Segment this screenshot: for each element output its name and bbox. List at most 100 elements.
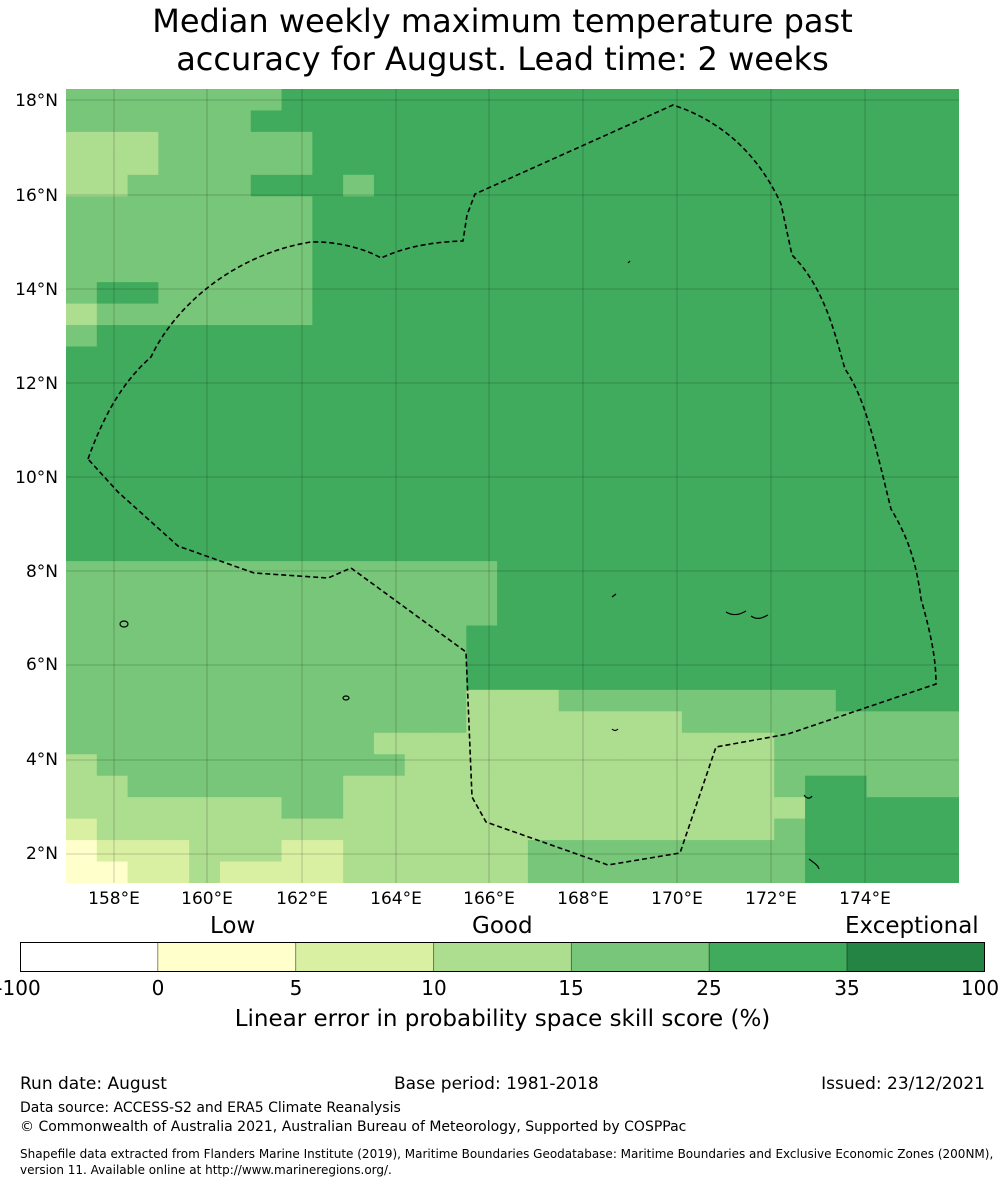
grid-cell bbox=[835, 432, 868, 455]
grid-cell bbox=[589, 711, 621, 734]
grid-cell bbox=[743, 582, 775, 605]
grid-cell bbox=[651, 561, 683, 584]
grid-cell bbox=[589, 432, 621, 455]
grid-cell bbox=[651, 646, 683, 670]
grid-cell bbox=[712, 410, 745, 433]
grid-cell bbox=[805, 432, 837, 455]
grid-cell bbox=[928, 711, 959, 734]
grid-cell bbox=[281, 518, 313, 541]
grid-cell bbox=[466, 496, 498, 519]
grid-cell bbox=[281, 110, 313, 133]
grid-cell bbox=[312, 561, 344, 584]
grid-cell bbox=[527, 732, 560, 755]
grid-cell bbox=[651, 518, 683, 541]
grid-cell bbox=[651, 153, 683, 176]
grid-cell bbox=[805, 496, 837, 519]
grid-cell bbox=[96, 539, 129, 562]
grid-cell bbox=[158, 496, 190, 519]
grid-cell bbox=[681, 196, 714, 219]
grid-cell bbox=[343, 432, 375, 455]
grid-cell bbox=[127, 582, 159, 605]
grid-cell bbox=[466, 604, 498, 627]
grid-cell bbox=[189, 475, 221, 498]
grid-cell bbox=[681, 174, 714, 197]
grid-cell bbox=[281, 604, 313, 627]
grid-cell bbox=[127, 217, 159, 240]
colorbar-segment bbox=[708, 942, 848, 972]
grid-cell bbox=[281, 561, 313, 584]
grid-cell bbox=[373, 239, 406, 262]
grid-cell bbox=[681, 604, 714, 627]
grid-cell bbox=[651, 260, 683, 283]
grid-cell bbox=[158, 389, 190, 412]
grid-cell bbox=[835, 110, 868, 133]
grid-cell bbox=[589, 325, 621, 348]
grid-cell bbox=[651, 110, 683, 133]
grid-cell bbox=[681, 89, 714, 112]
grid-cell bbox=[558, 518, 591, 541]
grid-cell bbox=[96, 89, 129, 112]
grid-cell bbox=[158, 217, 190, 240]
grid-cell bbox=[866, 239, 899, 262]
grid-cell bbox=[127, 561, 159, 584]
grid-cell bbox=[743, 625, 775, 648]
grid-cell bbox=[805, 217, 837, 240]
grid-cell bbox=[743, 367, 775, 391]
grid-cell bbox=[928, 174, 959, 197]
grid-cell bbox=[897, 754, 929, 777]
grid-cell bbox=[589, 89, 621, 112]
grid-cell bbox=[497, 539, 529, 562]
grid-cell bbox=[219, 689, 252, 712]
grid-cell bbox=[435, 818, 467, 841]
grid-cell bbox=[96, 604, 129, 627]
grid-cell bbox=[928, 346, 959, 369]
grid-cell bbox=[312, 711, 344, 734]
grid-cell bbox=[835, 582, 868, 605]
grid-cell bbox=[312, 582, 344, 605]
grid-cell bbox=[897, 604, 929, 627]
grid-cell bbox=[743, 689, 775, 712]
grid-cell bbox=[497, 518, 529, 541]
grid-cell bbox=[527, 818, 560, 841]
grid-cell bbox=[897, 453, 929, 476]
grid-cell bbox=[774, 153, 806, 176]
grid-cell bbox=[96, 496, 129, 519]
grid-cell bbox=[743, 475, 775, 498]
grid-cell bbox=[219, 668, 252, 691]
grid-cell bbox=[66, 282, 98, 305]
grid-cell bbox=[743, 840, 775, 863]
grid-cell bbox=[250, 110, 283, 133]
grid-cell bbox=[219, 646, 252, 670]
grid-cell bbox=[589, 410, 621, 433]
grid-cell bbox=[805, 732, 837, 755]
grid-cell bbox=[219, 625, 252, 648]
grid-cell bbox=[774, 754, 806, 777]
grid-cell bbox=[866, 818, 899, 841]
grid-cell bbox=[250, 646, 283, 670]
grid-cell bbox=[558, 646, 591, 670]
grid-cell bbox=[620, 582, 652, 605]
grid-cell bbox=[558, 539, 591, 562]
grid-cell bbox=[527, 303, 560, 326]
grid-cell bbox=[189, 818, 221, 841]
grid-cell bbox=[866, 646, 899, 670]
grid-cell bbox=[712, 346, 745, 369]
grid-cell bbox=[343, 389, 375, 412]
grid-cell bbox=[127, 432, 159, 455]
grid-cell bbox=[66, 646, 98, 670]
grid-cell bbox=[373, 840, 406, 863]
grid-cell bbox=[96, 625, 129, 648]
grid-cell bbox=[743, 196, 775, 219]
grid-cell bbox=[435, 110, 467, 133]
grid-cell bbox=[897, 861, 929, 883]
grid-cell bbox=[620, 389, 652, 412]
grid-cell bbox=[127, 818, 159, 841]
grid-cell bbox=[96, 174, 129, 197]
grid-cell bbox=[835, 604, 868, 627]
grid-cell bbox=[558, 561, 591, 584]
grid-cell bbox=[404, 625, 437, 648]
grid-cell bbox=[189, 840, 221, 863]
grid-cell bbox=[651, 410, 683, 433]
grid-cell bbox=[343, 818, 375, 841]
grid-cell bbox=[774, 174, 806, 197]
